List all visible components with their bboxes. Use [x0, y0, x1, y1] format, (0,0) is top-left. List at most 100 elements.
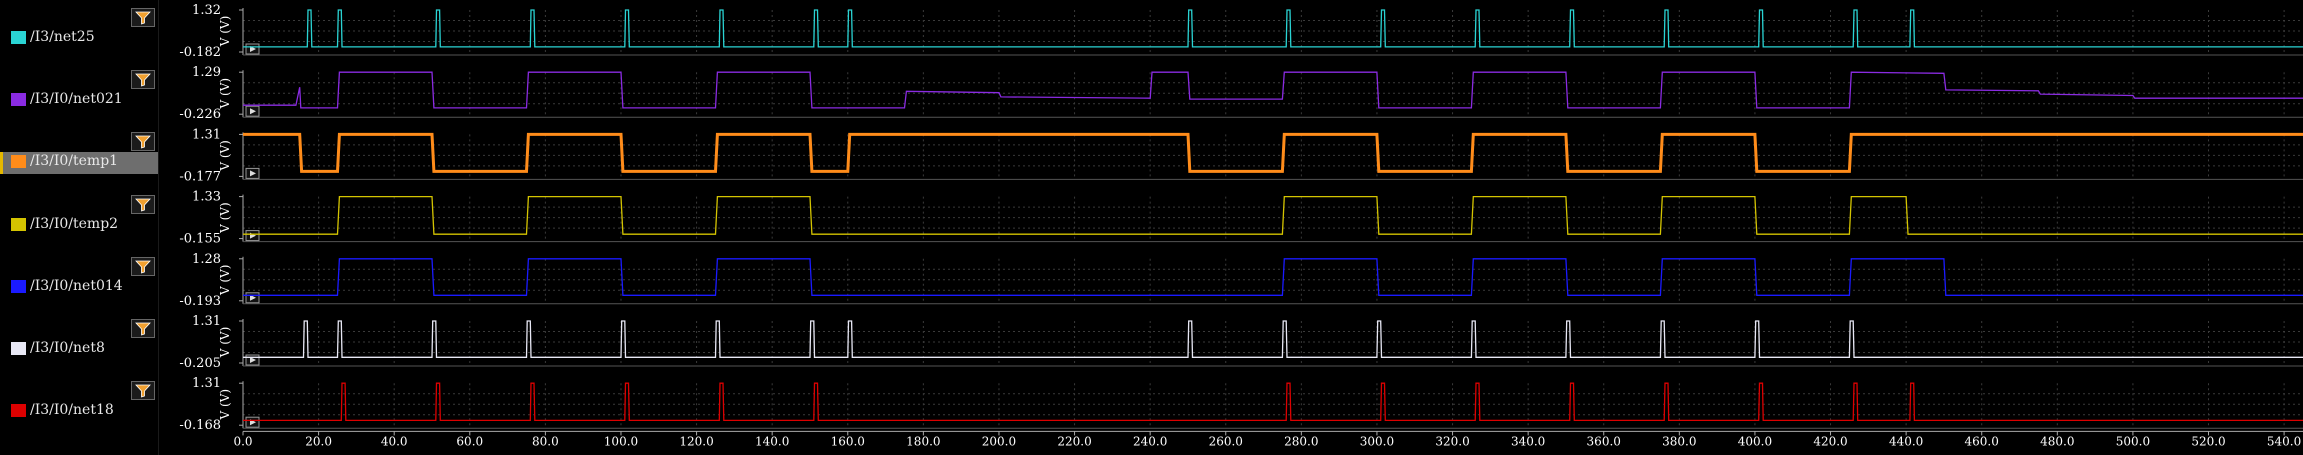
y-axis-unit-label: V (V): [218, 202, 232, 234]
x-tick-label: 0.0: [233, 434, 252, 448]
x-tick-label: 400.0: [1738, 434, 1772, 448]
y-tick-min: -0.177: [179, 169, 221, 184]
y-axis-unit-label: V (V): [218, 78, 232, 110]
filter-button[interactable]: [131, 70, 155, 90]
legend-signal-label: /I3/I0/net8: [30, 340, 105, 356]
y-tick-min: -0.155: [179, 232, 221, 247]
legend-color-swatch: [11, 217, 26, 231]
waveform-trace: [243, 9, 2303, 48]
y-axis-unit-label: V (V): [218, 389, 232, 421]
legend-signal-label: /I3/I0/net18: [30, 402, 114, 419]
play-icon: [250, 108, 256, 115]
y-tick-max: 1.31: [192, 314, 221, 329]
x-tick-label: 140.0: [755, 434, 789, 448]
x-tick-label: 360.0: [1587, 434, 1621, 448]
y-tick-max: 1.32: [192, 3, 221, 18]
panel-play-icon[interactable]: [245, 230, 260, 242]
panel-play-icon[interactable]: [245, 167, 260, 179]
legend-row[interactable]: /I3/I0/temp1: [0, 124, 158, 186]
legend-row[interactable]: /I3/I0/net021: [0, 62, 158, 124]
waveform-trace: [243, 320, 2303, 358]
panel-play-icon[interactable]: [245, 416, 260, 428]
panel-play-icon[interactable]: [245, 354, 260, 366]
x-tick-label: 420.0: [1813, 434, 1847, 448]
waveform-trace: [243, 382, 2303, 422]
y-tick-min: -0.182: [179, 45, 221, 60]
panel-play-icon[interactable]: [245, 43, 260, 55]
play-icon: [250, 294, 256, 301]
y-tick-max: 1.28: [192, 252, 221, 267]
filter-button[interactable]: [131, 194, 155, 214]
x-tick-label: 40.0: [381, 434, 408, 448]
y-tick-max: 1.31: [192, 127, 221, 142]
filter-button[interactable]: [131, 381, 155, 401]
y-axis-unit-label: V (V): [218, 16, 232, 48]
play-icon: [250, 170, 256, 177]
waveform-trace: [243, 195, 2303, 235]
x-tick-label: 60.0: [456, 434, 483, 448]
waveform-trace: [243, 132, 2303, 173]
y-tick-min: -0.168: [179, 418, 221, 433]
filter-icon: [135, 11, 151, 25]
x-tick-label: 20.0: [305, 434, 332, 448]
x-tick-label: 480.0: [2040, 434, 2074, 448]
selection-highlight: [0, 152, 158, 175]
y-axis-unit-label: V (V): [218, 265, 232, 297]
y-tick-max: 1.31: [192, 376, 221, 391]
legend-color-swatch: [11, 155, 26, 169]
y-axis-unit-label: V (V): [218, 327, 232, 359]
y-tick-max: 1.33: [192, 190, 221, 205]
legend-row[interactable]: /I3/I0/net014: [0, 249, 158, 311]
panel-play-icon[interactable]: [245, 105, 260, 117]
x-tick-label: 520.0: [2191, 434, 2225, 448]
filter-icon: [135, 135, 151, 149]
x-tick-label: 300.0: [1360, 434, 1394, 448]
legend-color-swatch: [11, 31, 26, 44]
legend-color-swatch: [11, 342, 26, 355]
x-tick-label: 180.0: [906, 434, 940, 448]
x-tick-label: 380.0: [1662, 434, 1696, 448]
x-tick-label: 160.0: [831, 434, 865, 448]
filter-icon: [135, 198, 151, 212]
y-tick-min: -0.205: [179, 356, 221, 371]
y-axis-unit-label: V (V): [218, 140, 232, 172]
x-tick-label: 200.0: [982, 434, 1016, 448]
filter-icon: [135, 322, 151, 336]
legend-color-swatch: [11, 404, 26, 418]
x-tick-label: 80.0: [532, 434, 559, 448]
x-tick-label: 240.0: [1133, 434, 1167, 448]
x-tick-label: 260.0: [1209, 434, 1243, 448]
filter-button[interactable]: [131, 8, 155, 27]
y-tick-min: -0.193: [179, 294, 221, 309]
filter-button[interactable]: [131, 319, 155, 338]
filter-icon: [135, 384, 151, 398]
x-tick-label: 540.0: [2267, 434, 2301, 448]
x-tick-label: 440.0: [1889, 434, 1923, 448]
legend-row[interactable]: /I3/I0/net18: [0, 373, 158, 435]
x-tick-label: 500.0: [2116, 434, 2150, 448]
x-tick-label: 220.0: [1057, 434, 1091, 448]
play-icon: [250, 357, 256, 363]
x-tick-label: 280.0: [1284, 434, 1318, 448]
legend-signal-label: /I3/I0/temp1: [30, 153, 119, 170]
legend-color-swatch: [11, 279, 26, 293]
filter-icon: [135, 73, 151, 87]
x-tick-label: 120.0: [679, 434, 713, 448]
legend-color-swatch: [11, 93, 26, 107]
panel-play-icon[interactable]: [245, 292, 260, 304]
selection-marker: [0, 152, 3, 175]
legend-row[interactable]: /I3/I0/temp2: [0, 187, 158, 249]
filter-button[interactable]: [131, 256, 155, 276]
legend-row[interactable]: /I3/I0/net8: [0, 311, 158, 373]
x-tick-label: 320.0: [1435, 434, 1469, 448]
x-tick-label: 100.0: [604, 434, 638, 448]
filter-button[interactable]: [131, 132, 155, 152]
filter-icon: [135, 260, 151, 274]
waveform-trace: [243, 258, 2303, 296]
signal-legend: /I3/net25/I3/I0/net021/I3/I0/temp1/I3/I0…: [0, 0, 159, 455]
legend-row[interactable]: /I3/net25: [0, 0, 158, 62]
legend-signal-label: /I3/I0/temp2: [30, 215, 119, 232]
y-tick-min: -0.226: [179, 107, 221, 122]
waveform-trace: [243, 71, 2303, 109]
